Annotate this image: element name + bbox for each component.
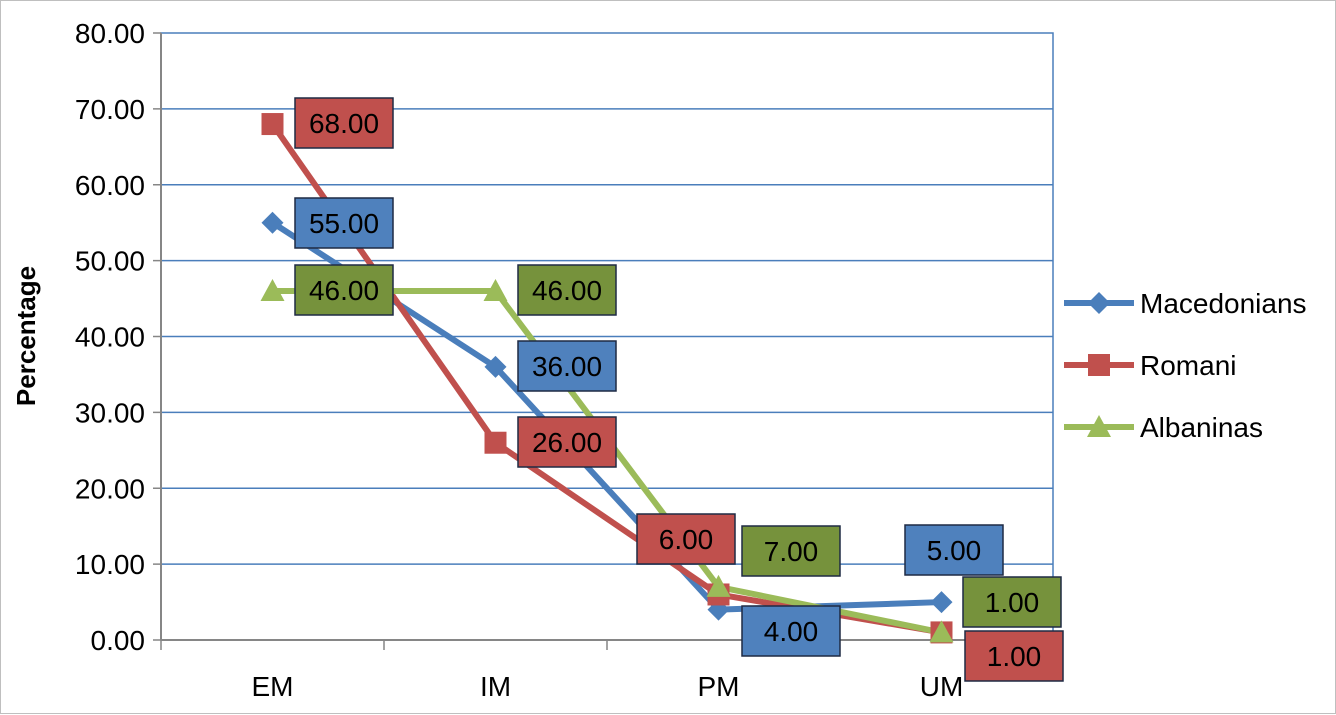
data-label-box <box>904 524 1004 576</box>
y-tick-label: 20.00 <box>75 473 145 504</box>
data-label-text: 5.00 <box>927 535 982 566</box>
data-label-text: 4.00 <box>764 616 819 647</box>
legend: Macedonians Romani Albaninas <box>1064 288 1307 443</box>
legend-label: Albaninas <box>1140 412 1263 443</box>
data-label-box <box>294 264 394 316</box>
data-label-text: 46.00 <box>309 275 379 306</box>
legend-entry-macedonians: Macedonians <box>1064 288 1307 319</box>
data-point <box>930 591 953 614</box>
data-label-box <box>294 197 394 249</box>
y-tick-label: 10.00 <box>75 549 145 580</box>
data-label-text: 1.00 <box>987 641 1042 672</box>
y-tick-label: 40.00 <box>75 322 145 353</box>
data-label-box <box>964 630 1064 682</box>
data-label-text: 26.00 <box>532 427 602 458</box>
data-label: 4.00 <box>741 605 841 657</box>
data-label: 26.00 <box>517 416 617 468</box>
data-label-box <box>636 513 736 565</box>
legend-entry-romani: Romani <box>1064 350 1236 381</box>
y-tick-label: 0.00 <box>91 625 146 656</box>
data-label-text: 46.00 <box>532 275 602 306</box>
x-tick-labels: EM IM PM UM <box>252 671 964 702</box>
data-label-box <box>517 340 617 392</box>
data-label: 46.00 <box>294 264 394 316</box>
legend-label: Romani <box>1140 350 1236 381</box>
data-label-box <box>294 97 394 149</box>
data-label-text: 55.00 <box>309 208 379 239</box>
y-tick-labels: 0.00 10.00 20.00 30.00 40.00 50.00 60.00 70.00 8… <box>75 18 145 656</box>
y-tick-label: 70.00 <box>75 94 145 125</box>
x-tick-label: PM <box>698 671 740 702</box>
legend-marker <box>1088 292 1110 314</box>
data-label-text: 6.00 <box>659 524 714 555</box>
legend-entry-albaninas: Albaninas <box>1064 412 1263 443</box>
data-label-box <box>517 264 617 316</box>
data-label-text: 36.00 <box>532 351 602 382</box>
data-label: 36.00 <box>517 340 617 392</box>
data-label: 68.00 <box>294 97 394 149</box>
data-label: 5.00 <box>904 524 1004 576</box>
x-tick-label: UM <box>920 671 964 702</box>
data-label: 1.00 <box>964 630 1064 682</box>
data-point <box>483 278 508 301</box>
data-label: 7.00 <box>741 525 841 577</box>
data-label-text: 7.00 <box>764 536 819 567</box>
legend-label: Macedonians <box>1140 288 1307 319</box>
x-tick-label: IM <box>480 671 511 702</box>
legend-marker <box>1087 415 1111 437</box>
data-label-text: 1.00 <box>985 587 1040 618</box>
data-label-text: 68.00 <box>309 108 379 139</box>
data-label-box <box>741 605 841 657</box>
data-point <box>484 355 507 378</box>
data-point <box>706 574 731 597</box>
data-label: 46.00 <box>517 264 617 316</box>
data-label: 6.00 <box>636 513 736 565</box>
data-label: 1.00 <box>962 576 1062 628</box>
series-markers <box>260 113 954 644</box>
y-tick-label: 60.00 <box>75 170 145 201</box>
data-point <box>484 431 507 454</box>
data-point <box>261 211 284 234</box>
y-tick-label: 50.00 <box>75 246 145 277</box>
data-label-box <box>741 525 841 577</box>
data-label-box <box>962 576 1062 628</box>
y-tick-label: 30.00 <box>75 397 145 428</box>
data-point <box>261 113 284 136</box>
y-axis-label: Percentage <box>11 266 41 406</box>
data-point <box>929 620 954 643</box>
data-label: 55.00 <box>294 197 394 249</box>
data-label-box <box>517 416 617 468</box>
y-tick-label: 80.00 <box>75 18 145 49</box>
data-labels: 46.00 46.00 7.00 1.00 55.00 36.00 4.00 5.00 68.0… <box>294 97 1064 682</box>
x-tick-label: EM <box>252 671 294 702</box>
legend-marker <box>1088 354 1110 376</box>
data-point <box>260 278 285 301</box>
